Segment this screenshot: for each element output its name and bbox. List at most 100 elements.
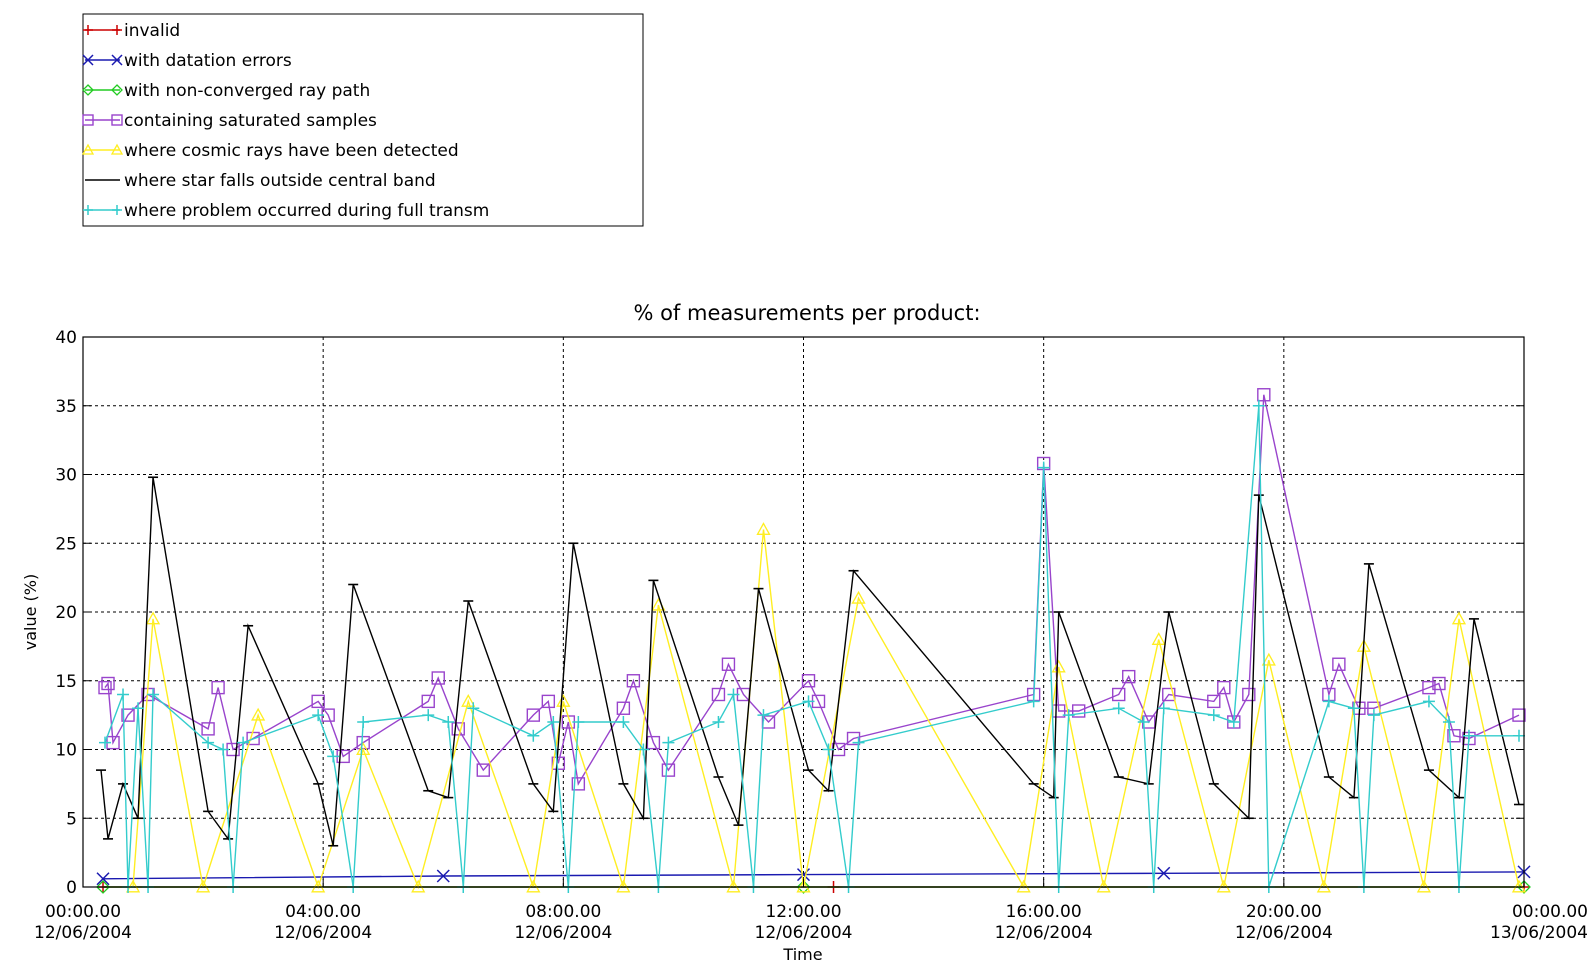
point-where-problem-occurred-during-full-transm (662, 736, 675, 749)
point-containing-saturated-samples (526, 708, 541, 722)
point-containing-saturated-samples (1432, 676, 1446, 691)
point-where-problem-occurred-during-full-transm (572, 716, 585, 728)
legend-marker-where-cosmic-rays-have-been-detected (110, 143, 124, 155)
point-with-datation-errors (96, 872, 110, 886)
y-tick-label: 30 (55, 466, 77, 486)
chart-title: % of measurements per product: (633, 301, 980, 325)
legend-label-containing-saturated-samples: containing saturated samples (124, 111, 377, 131)
point-where-problem-occurred-during-full-transm (237, 736, 250, 749)
point-containing-saturated-samples (626, 674, 641, 688)
point-containing-saturated-samples (1217, 680, 1231, 695)
point-containing-saturated-samples (1122, 669, 1136, 684)
point-where-problem-occurred-during-full-transm (547, 716, 560, 728)
series-containing-saturated-samples (98, 388, 1526, 791)
legend-label-invalid: invalid (124, 21, 180, 41)
x-tick-label: 13/06/2004 (1490, 923, 1588, 943)
x-tick-label: 12/06/2004 (514, 923, 612, 943)
point-containing-saturated-samples (551, 756, 566, 770)
point-containing-saturated-samples (541, 694, 556, 709)
point-where-problem-occurred-during-full-transm (527, 729, 540, 742)
point-where-problem-occurred-during-full-transm (712, 716, 725, 728)
legend-marker-invalid (112, 25, 122, 35)
point-containing-saturated-samples (646, 735, 661, 750)
point-where-problem-occurred-during-full-transm (1347, 702, 1360, 715)
point-where-cosmic-rays-have-been-detected (1051, 659, 1066, 673)
point-where-cosmic-rays-have-been-detected (461, 694, 476, 707)
point-with-non-converged-ray-path (796, 880, 811, 894)
point-containing-saturated-samples (211, 680, 225, 695)
point-where-problem-occurred-during-full-transm (1367, 709, 1380, 722)
point-where-cosmic-rays-have-been-detected (556, 694, 571, 707)
point-where-problem-occurred-during-full-transm (852, 736, 865, 749)
point-with-datation-errors (796, 868, 811, 882)
point-where-cosmic-rays-have-been-detected (1451, 611, 1467, 625)
legend-marker-with-datation-errors (82, 54, 94, 66)
point-where-cosmic-rays-have-been-detected (851, 590, 866, 604)
point-where-problem-occurred-during-full-transm (637, 743, 650, 756)
point-containing-saturated-samples (1447, 729, 1461, 743)
legend-marker-with-datation-errors (111, 54, 123, 66)
legend-marker-with-non-converged-ray-path (82, 84, 94, 96)
point-where-problem-occurred-during-full-transm (802, 695, 815, 708)
point-containing-saturated-samples (616, 701, 631, 715)
y-tick-label: 15 (55, 672, 77, 692)
axes: 051015202530354000:00.0012/06/200404:00.… (34, 328, 1588, 943)
point-where-cosmic-rays-have-been-detected (356, 742, 371, 755)
point-where-problem-occurred-during-full-transm (422, 709, 435, 722)
point-containing-saturated-samples (431, 671, 445, 685)
point-containing-saturated-samples (1257, 388, 1271, 402)
point-where-problem-occurred-during-full-transm (1157, 702, 1170, 715)
point-containing-saturated-samples (101, 676, 115, 691)
point-containing-saturated-samples (451, 722, 465, 736)
x-tick-label: 12/06/2004 (995, 923, 1093, 943)
y-tick-label: 40 (55, 328, 77, 348)
point-containing-saturated-samples (121, 708, 135, 722)
grid (83, 337, 1524, 887)
x-tick-label: 12/06/2004 (1235, 923, 1333, 943)
legend-label-with-non-converged-ray-path: with non-converged ray path (124, 81, 370, 101)
legend-label-where-star-falls-outside-central-band: where star falls outside central band (124, 171, 436, 191)
point-containing-saturated-samples (1332, 657, 1346, 671)
point-where-cosmic-rays-have-been-detected (145, 611, 161, 625)
x-tick-label: 16:00.00 (1006, 902, 1082, 922)
legend-marker-containing-saturated-samples (111, 114, 123, 126)
point-containing-saturated-samples (711, 687, 726, 702)
point-containing-saturated-samples (721, 657, 736, 671)
point-containing-saturated-samples (571, 777, 586, 791)
y-axis-label: value (%) (21, 574, 40, 650)
point-where-problem-occurred-during-full-transm (1422, 695, 1435, 708)
legend-box (82, 13, 644, 227)
point-containing-saturated-samples (1422, 680, 1436, 695)
point-where-problem-occurred-during-full-transm (132, 702, 145, 715)
point-where-problem-occurred-during-full-transm (312, 709, 325, 722)
point-containing-saturated-samples (98, 680, 112, 695)
y-tick-label: 0 (66, 878, 77, 898)
point-where-cosmic-rays-have-been-detected (251, 707, 266, 721)
x-tick-label: 12/06/2004 (274, 923, 372, 943)
point-containing-saturated-samples (1242, 687, 1256, 702)
point-containing-saturated-samples (201, 722, 215, 736)
series-line-containing-saturated-samples (104, 394, 1520, 786)
point-where-problem-occurred-during-full-transm (1027, 695, 1040, 708)
point-containing-saturated-samples (311, 694, 325, 709)
point-where-problem-occurred-during-full-transm (467, 702, 480, 715)
point-where-problem-occurred-during-full-transm (147, 688, 160, 701)
point-containing-saturated-samples (1207, 694, 1221, 709)
legend-marker-where-cosmic-rays-have-been-detected (81, 143, 95, 155)
point-where-problem-occurred-during-full-transm (1137, 716, 1150, 728)
point-containing-saturated-samples (1162, 687, 1176, 702)
point-with-non-converged-ray-path (1517, 880, 1531, 894)
series-line-where-star-falls-outside-central-band (100, 477, 1520, 846)
x-tick-label: 00:00.00 (1512, 902, 1588, 922)
point-with-datation-errors (1157, 866, 1171, 880)
point-with-non-converged-ray-path (96, 880, 110, 894)
legend-label-with-datation-errors: with datation errors (124, 51, 292, 71)
point-containing-saturated-samples (476, 763, 490, 777)
point-where-cosmic-rays-have-been-detected (1261, 652, 1276, 666)
point-containing-saturated-samples (1071, 704, 1086, 718)
y-tick-label: 25 (55, 534, 77, 554)
point-where-problem-occurred-during-full-transm (1442, 716, 1455, 728)
point-where-problem-occurred-during-full-transm (617, 716, 630, 728)
point-where-problem-occurred-during-full-transm (1037, 461, 1050, 474)
